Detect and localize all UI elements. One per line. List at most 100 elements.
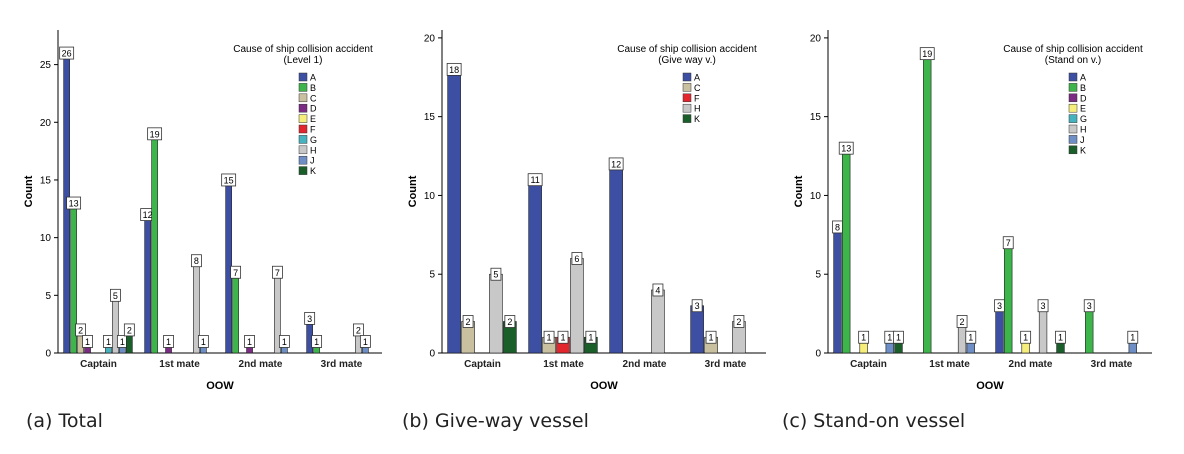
y-tick-label: 0 (815, 349, 821, 360)
data-label: 2 (78, 325, 83, 335)
data-label: 12 (143, 210, 153, 220)
legend-swatch-E (298, 114, 308, 123)
legend-title: Cause of ship collision accident (617, 44, 757, 55)
legend-label: J (1080, 135, 1085, 145)
data-label: 2 (466, 317, 471, 327)
data-label: 18 (449, 65, 459, 75)
legend-swatch-G (298, 135, 308, 144)
y-tick-label: 0 (429, 349, 435, 360)
data-label: 15 (224, 175, 234, 185)
y-tick-label: 5 (45, 291, 51, 302)
data-label-box (75, 323, 86, 337)
bar-H (570, 258, 584, 354)
legend-swatch-K (682, 114, 692, 123)
data-label-box (462, 315, 474, 328)
y-axis-title: Count (793, 175, 805, 207)
bar-B (1004, 242, 1013, 354)
legend-label: F (310, 125, 316, 135)
legend-swatch-B (1068, 83, 1078, 92)
x-axis-title: OOW (206, 380, 234, 392)
legend-label: A (310, 73, 316, 83)
category-label: 3rd mate (1091, 359, 1133, 370)
bar-H (1038, 305, 1048, 354)
chart-caption: (b) Give-way vessel (402, 410, 589, 432)
data-label-box (110, 288, 121, 302)
data-label-box (1127, 330, 1139, 344)
chart-caption: (c) Stand-on vessel (782, 410, 966, 432)
chart-panel-give-way: 0 5 10 15 20 Count OOW Captain 18 2 5 2 1st mate 11 1 1… (384, 0, 778, 454)
data-label: 13 (69, 199, 79, 209)
y-tick-label: 15 (810, 112, 822, 123)
data-label-box (527, 173, 543, 187)
data-label: 7 (233, 268, 238, 278)
data-label-box (1055, 330, 1066, 344)
data-label: 1 (887, 333, 892, 343)
data-label-box (123, 323, 135, 337)
bar-A (833, 226, 842, 354)
chart-caption: (a) Total (26, 410, 103, 432)
legend-label: K (310, 166, 316, 176)
category-label: 3rd mate (321, 359, 363, 370)
category-label: Captain (850, 359, 887, 370)
data-label: 1 (363, 337, 368, 347)
data-label: 6 (574, 254, 579, 264)
bar-A (609, 163, 623, 354)
data-label-box (446, 62, 462, 76)
y-tick-label: 5 (815, 270, 821, 281)
data-label-box (304, 311, 316, 325)
legend-swatch-A (1068, 72, 1078, 82)
legend-label: B (310, 83, 316, 93)
data-label: 8 (194, 256, 199, 266)
category-label: 2nd mate (623, 359, 667, 370)
data-label-box (691, 299, 703, 313)
data-label: 7 (275, 268, 280, 278)
legend-swatch-K (1068, 145, 1078, 155)
legend-swatch-D (1068, 93, 1078, 103)
data-label: 1 (709, 333, 714, 343)
legend-label: K (1080, 145, 1086, 155)
legend-label: A (694, 73, 700, 83)
legend-swatch-C (682, 83, 692, 92)
category-label: 1st mate (543, 359, 584, 370)
y-tick-label: 10 (40, 233, 52, 244)
y-tick-label: 10 (424, 191, 436, 202)
data-label: 2 (960, 317, 965, 327)
data-label-box (858, 330, 870, 344)
data-label-box (221, 173, 237, 187)
data-label-box (244, 335, 255, 348)
category-label: 1st mate (159, 359, 200, 370)
data-label: 1 (166, 337, 171, 347)
data-label-box (278, 335, 290, 348)
bar-H (489, 273, 503, 354)
data-label-box (1037, 299, 1049, 313)
legend-label: K (694, 114, 700, 124)
data-label-box (230, 265, 242, 279)
category-label: 3rd mate (705, 359, 747, 370)
legend-label: G (310, 135, 317, 145)
data-label-box (353, 323, 364, 337)
data-label: 3 (695, 301, 700, 311)
data-label: 1 (1130, 333, 1135, 343)
data-label: 1 (314, 337, 319, 347)
bar-B (1085, 305, 1094, 354)
data-label: 1 (282, 337, 287, 347)
legend-title: Cause of ship collision accident (233, 44, 373, 55)
data-label: 2 (736, 317, 741, 327)
category-label: 1st mate (929, 359, 970, 370)
y-axis-title: Count (23, 175, 35, 207)
data-label-box (82, 335, 93, 348)
data-label-box (191, 254, 202, 268)
data-label-box (919, 47, 935, 61)
data-label: 3 (1087, 301, 1092, 311)
legend-swatch-E (1068, 103, 1078, 113)
data-label: 3 (1041, 301, 1046, 311)
legend-swatch-C (298, 93, 308, 103)
legend-swatch-J (1068, 135, 1078, 144)
y-tick-label: 20 (40, 118, 52, 129)
data-label-box (557, 330, 569, 344)
legend-swatch-H (682, 103, 692, 113)
bar-H (651, 289, 665, 354)
legend-subtitle: (Stand on v.) (1045, 55, 1102, 66)
legend-label: C (694, 83, 701, 93)
data-label-box (197, 335, 209, 348)
